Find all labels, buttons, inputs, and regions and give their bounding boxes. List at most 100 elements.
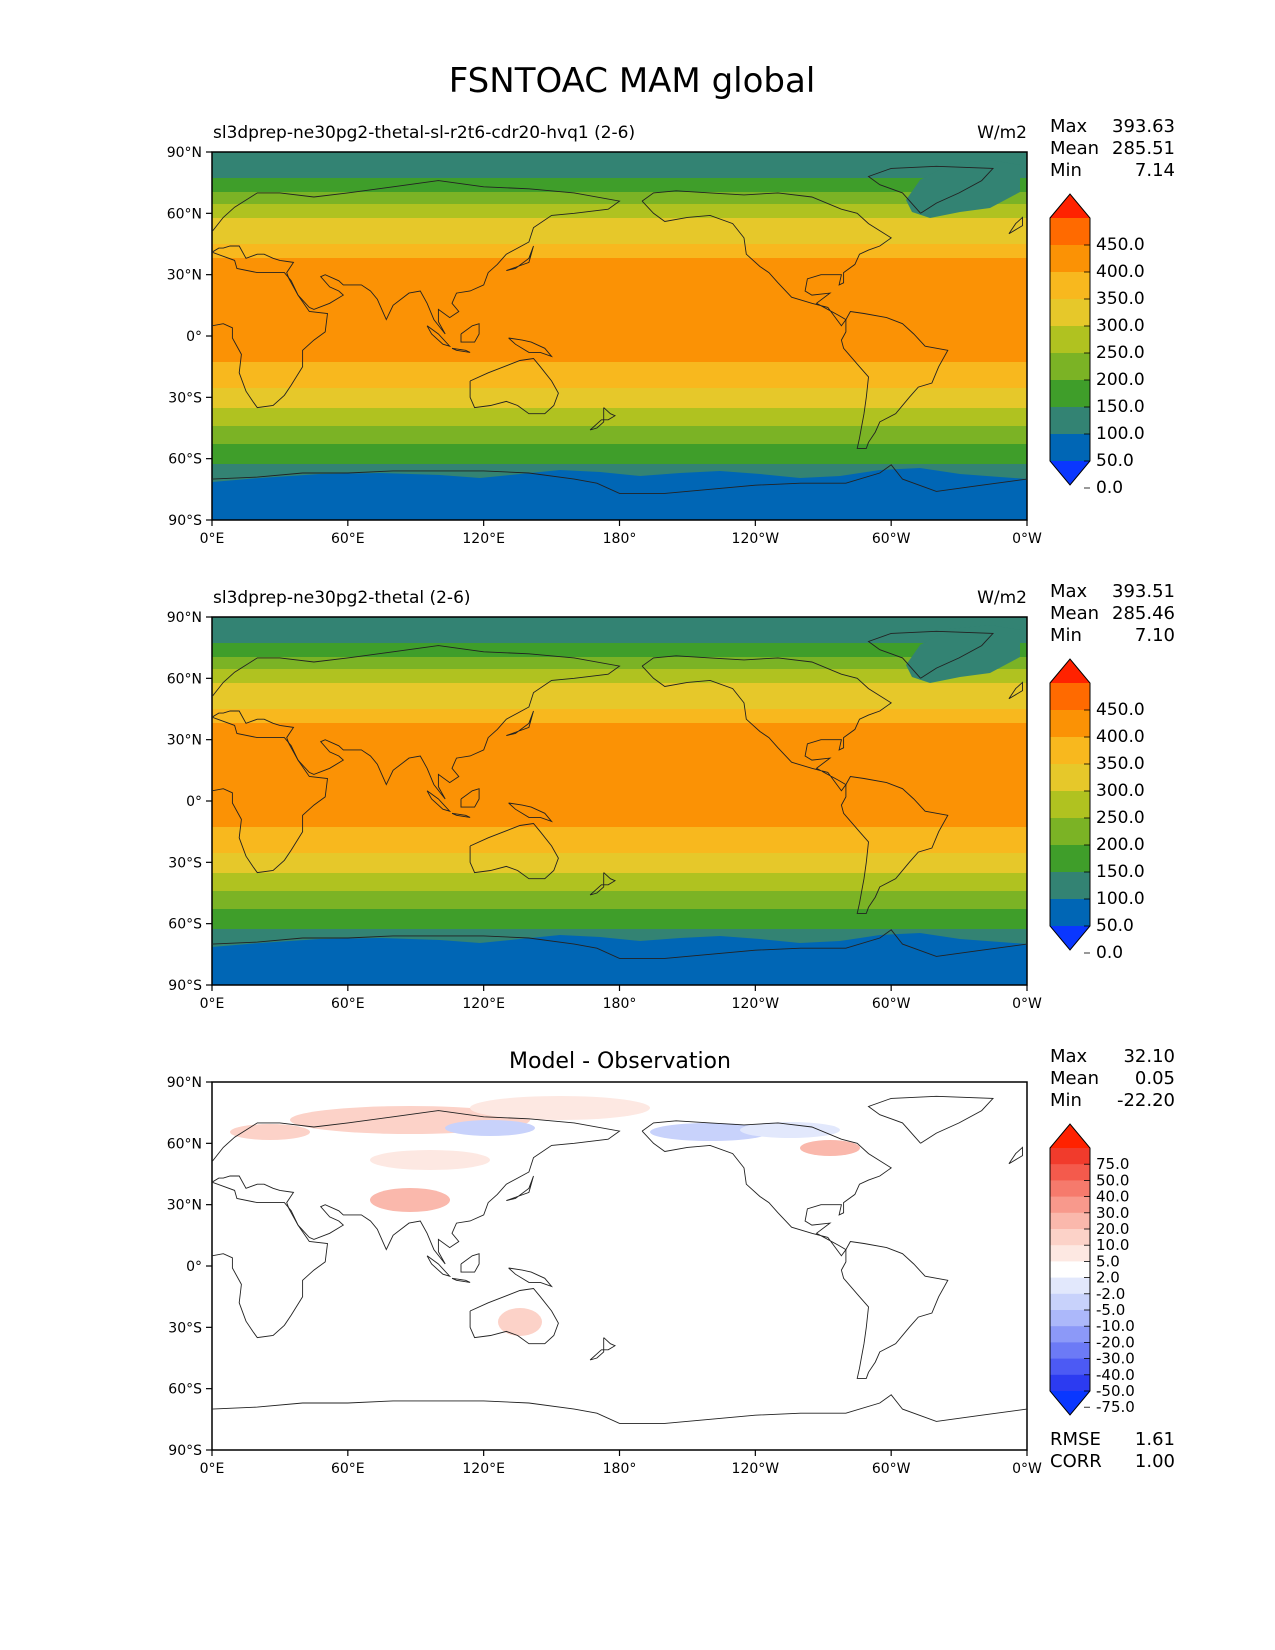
stat-label: Mean (1050, 603, 1099, 624)
stat-label: Mean (1050, 138, 1099, 159)
coastline-10 (426, 790, 452, 813)
colorbar-label: 450.0 (1096, 700, 1145, 720)
lat-tick-label: 90°N (167, 145, 202, 161)
band-south-boreal (212, 444, 1027, 466)
colorbar-segment (1050, 1310, 1090, 1327)
panel-units-1: W/m2 (977, 123, 1027, 143)
colorbar-segment (1050, 380, 1090, 408)
antarctica-fill-2 (212, 933, 1027, 985)
coastline-1 (212, 180, 621, 335)
lon-tick-label: 0°E (200, 531, 225, 547)
colorbar-label: -10.0 (1096, 1317, 1135, 1335)
panel-title-2: sl3dprep-ne30pg2-thetal (2-6) (213, 588, 471, 608)
diff-negative-canada (740, 1122, 840, 1138)
map-background-3 (212, 1082, 1027, 1450)
band-north-gold (212, 244, 1027, 258)
diff-negative-alaska (650, 1123, 770, 1141)
coastline-6 (867, 165, 994, 214)
stat-value: 0.05 (1135, 1068, 1175, 1089)
band-north-yellow-2 (212, 683, 1027, 711)
colorbar-label: 40.0 (1096, 1188, 1129, 1206)
colorbar-label: 50.0 (1096, 1171, 1129, 1189)
colorbar-label: 150.0 (1096, 862, 1145, 882)
colorbar-segment (1050, 1212, 1090, 1230)
colorbar-segment (1050, 845, 1090, 873)
coastline-5 (840, 776, 949, 914)
colorbar-label: 50.0 (1096, 451, 1134, 471)
antarctica-fill (212, 468, 1027, 520)
footer-stat-label: RMSE (1050, 1429, 1101, 1450)
lon-tick-label: 0°E (200, 1461, 225, 1477)
coastline-9 (506, 710, 534, 737)
band-north-boreal-2 (212, 643, 1027, 659)
colorbar-segment (1050, 899, 1090, 927)
diff-positive-siberia (470, 1096, 650, 1120)
colorbar-label: 5.0 (1096, 1252, 1120, 1270)
coastline-4 (641, 655, 893, 792)
lon-tick-label: 0°W (1012, 996, 1042, 1012)
colorbar-label: 150.0 (1096, 397, 1145, 417)
diff-positive-tibet (370, 1188, 450, 1212)
diff-positive-canada (800, 1140, 860, 1156)
band-south-boreal-2 (212, 909, 1027, 931)
panel-3: Model - Observation (211, 1049, 1028, 1451)
lon-tick-label: 60°W (872, 531, 911, 547)
colorbar-segment (1050, 245, 1090, 273)
coastline-7 (212, 1394, 1027, 1424)
coastline-3 (469, 823, 559, 880)
lat-tick-label: 30°N (167, 1198, 202, 1214)
colorbar-label: -5.0 (1096, 1301, 1125, 1319)
colorbar-extend-min (1050, 926, 1090, 950)
coastline-8 (1008, 1146, 1023, 1165)
lat-tick-label: 30°S (168, 855, 202, 871)
colorbar-segment (1050, 791, 1090, 819)
footer-stat-value: 1.61 (1135, 1429, 1175, 1450)
colorbar-label: 200.0 (1096, 835, 1145, 855)
panel-units-2: W/m2 (977, 588, 1027, 608)
band-south-yellow-2 (212, 853, 1027, 875)
band-north-yellow (212, 218, 1027, 246)
coastline-14 (589, 872, 616, 896)
colorbar-segment (1050, 1326, 1090, 1343)
stat-label: Min (1050, 625, 1082, 646)
colorbar-segment (1050, 1148, 1090, 1165)
coastline-9 (506, 1175, 534, 1202)
colorbar-label: 400.0 (1096, 727, 1145, 747)
diff-negative-siberia (445, 1120, 535, 1136)
colorbar-segment (1050, 1229, 1090, 1246)
figure-title: FSNTOAC MAM global (449, 61, 816, 101)
lon-tick-label: 60°E (331, 531, 365, 547)
lat-tick-label: 60°S (168, 1382, 202, 1398)
colorbar-2: 450.0 400.0 350.0 300.0 250.0 200.0 150.0 100.0… (1049, 658, 1145, 963)
footer-stat-value: 1.00 (1135, 1451, 1175, 1472)
stat-value: 32.10 (1123, 1046, 1175, 1067)
stat-value: 7.14 (1135, 160, 1175, 181)
coastline-8 (1008, 681, 1023, 700)
colorbar-extend-max (1050, 659, 1090, 683)
colorbar-segment (1050, 1342, 1090, 1360)
colorbar-segment (1050, 326, 1090, 354)
coastline-13 (508, 802, 554, 823)
stat-label: Max (1050, 116, 1088, 137)
stat-label: Max (1050, 1046, 1088, 1067)
band-arctic-2 (212, 617, 1027, 645)
coastline-4 (641, 1120, 893, 1257)
coastline-1 (212, 645, 621, 800)
lon-tick-label: 180° (603, 531, 637, 547)
colorbar-segment (1050, 407, 1090, 435)
colorbar-label: 450.0 (1096, 235, 1145, 255)
band-arctic (212, 152, 1027, 180)
colorbar-label: 0.0 (1096, 478, 1123, 498)
band-south-yellow (212, 388, 1027, 410)
lon-tick-label: 120°W (732, 1461, 780, 1477)
colorbar-segment (1050, 1374, 1090, 1392)
map-panel-1 (212, 152, 1027, 520)
colorbar-segment (1050, 818, 1090, 846)
colorbar-segment (1050, 272, 1090, 300)
coastline-2 (212, 251, 329, 409)
band-north-olive-2 (212, 669, 1027, 685)
coastline-10 (426, 1255, 452, 1278)
colorbar-label: 350.0 (1096, 754, 1145, 774)
coastline-6 (867, 630, 994, 679)
coastline-14 (589, 407, 616, 431)
